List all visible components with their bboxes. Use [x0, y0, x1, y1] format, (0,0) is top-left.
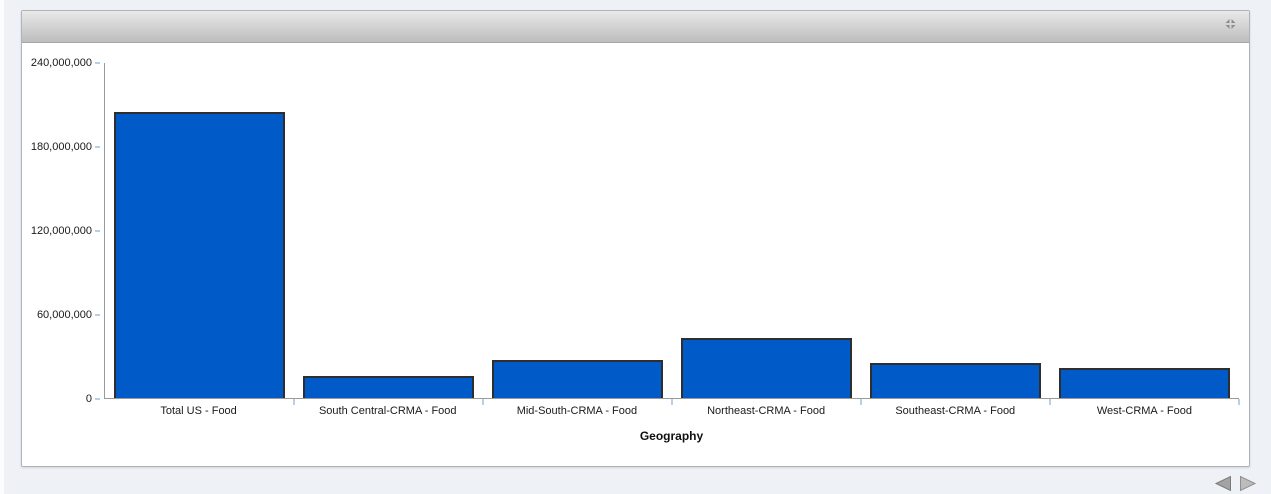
y-tick-label: 120,000,000 — [30, 225, 92, 237]
x-tick-label: Mid-South-CRMA - Food — [516, 405, 638, 417]
bar-cell — [672, 63, 862, 405]
x-tick-label: Total US - Food — [160, 405, 237, 417]
x-tick-mark — [1049, 399, 1051, 405]
maximize-button[interactable] — [1219, 17, 1241, 37]
x-axis-title: Geography — [639, 429, 704, 443]
y-tick-mark — [95, 230, 100, 232]
y-tick-label: 240,000,000 — [30, 57, 92, 69]
x-tick-mark — [671, 399, 673, 405]
bar-cell — [483, 63, 673, 405]
x-tick-mark — [860, 399, 862, 405]
x-tick-label: South Central-CRMA - Food — [318, 405, 457, 417]
bar-chart: 0 60,000,000 120,000,000 180,000,000 240,000… — [22, 43, 1249, 465]
y-tick-mark — [95, 146, 100, 148]
bar-Total US - Food[interactable] — [114, 111, 285, 398]
bar-Southeast-CRMA - Food[interactable] — [870, 363, 1041, 398]
bar-Mid-South-CRMA - Food[interactable] — [492, 360, 663, 398]
bar-cell — [294, 63, 484, 405]
page-left-edge — [0, 0, 4, 494]
bar-cell — [105, 63, 295, 405]
widget-toolbar — [22, 11, 1249, 43]
x-tick-label: West-CRMA - Food — [1096, 405, 1193, 417]
bar-Northeast-CRMA - Food[interactable] — [681, 337, 852, 398]
previous-page-arrow[interactable] — [1214, 475, 1233, 492]
y-tick-mark — [95, 398, 100, 400]
y-tick-label: 60,000,000 — [36, 309, 92, 321]
y-tick-label: 0 — [85, 393, 92, 405]
x-axis-labels: Total US - Food South Central-CRMA - Food… — [104, 405, 1239, 417]
bar-cell — [861, 63, 1051, 405]
bar-South Central-CRMA - Food[interactable] — [303, 375, 474, 398]
pager — [1214, 475, 1257, 492]
x-tick-mark — [482, 399, 484, 405]
bar-West-CRMA - Food[interactable] — [1059, 368, 1230, 398]
plot-area — [104, 63, 1240, 405]
next-page-arrow[interactable] — [1238, 475, 1257, 492]
y-tick-mark — [95, 62, 100, 64]
y-tick-mark — [95, 314, 100, 316]
bar-cell — [1050, 63, 1240, 405]
x-tick-label: Northeast-CRMA - Food — [707, 405, 826, 417]
chart-widget-panel: 0 60,000,000 120,000,000 180,000,000 240,000… — [21, 10, 1250, 467]
y-axis: 0 60,000,000 120,000,000 180,000,000 240,000… — [22, 57, 100, 405]
x-tick-label: Southeast-CRMA - Food — [895, 405, 1016, 417]
x-tick-mark — [1238, 399, 1240, 405]
y-tick-label: 180,000,000 — [30, 141, 92, 153]
maximize-icon — [1223, 17, 1238, 36]
x-tick-mark — [293, 399, 295, 405]
